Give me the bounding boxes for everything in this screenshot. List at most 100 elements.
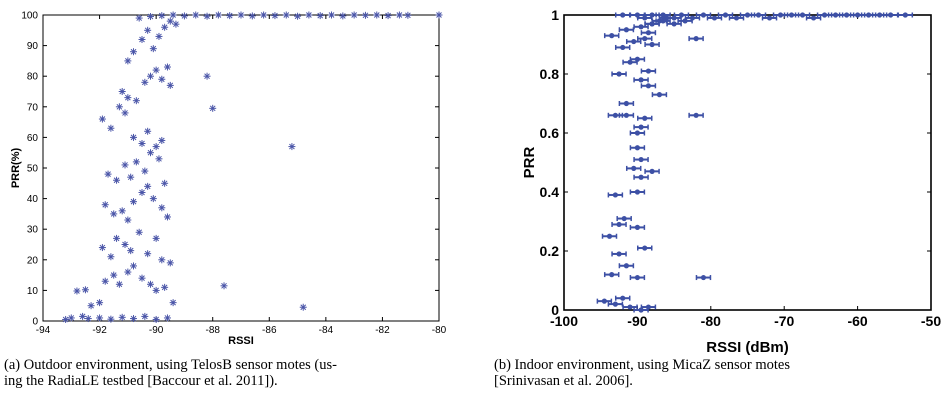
marker-stroke-d2 <box>405 12 411 19</box>
data-point-marker <box>146 149 154 157</box>
data-point-errorbar <box>629 145 646 151</box>
data-point-marker <box>135 14 143 22</box>
data-point-marker <box>158 256 166 264</box>
marker-stroke-d2 <box>99 116 106 122</box>
data-point-dot <box>642 245 648 251</box>
data-point-marker <box>166 17 174 25</box>
marker-stroke-d2 <box>136 15 143 21</box>
data-point-marker <box>141 312 149 320</box>
data-point-marker <box>158 75 166 83</box>
figure-caption-line: ing the RadiaLE testbed [Baccour et al. … <box>4 373 278 389</box>
data-point-marker <box>294 12 302 20</box>
data-point-dot <box>631 38 637 45</box>
x-tick-label: -100 <box>550 313 578 329</box>
data-point-errorbar <box>750 12 767 18</box>
data-point-errorbar <box>644 21 660 27</box>
data-point-marker <box>155 155 163 163</box>
figure-caption-line: [Srinivasan et al. 2006]. <box>494 373 633 389</box>
data-point-dot <box>638 124 644 130</box>
data-point-dot <box>649 168 655 174</box>
marker-stroke-d2 <box>204 13 210 20</box>
data-point-marker <box>124 216 132 224</box>
data-point-dot <box>649 21 655 27</box>
marker-stroke-d2 <box>436 12 442 18</box>
marker-stroke-d2 <box>122 241 128 248</box>
data-point-marker <box>144 182 152 190</box>
data-point-dot <box>634 56 641 62</box>
data-point-marker <box>110 271 118 279</box>
data-point-marker <box>158 204 166 212</box>
y-tick-label: 0.2 <box>540 243 560 259</box>
data-point-errorbar <box>640 68 657 74</box>
marker-stroke-d2 <box>127 247 134 254</box>
data-point-dot <box>642 36 648 42</box>
marker-stroke-d2 <box>156 33 162 40</box>
data-point-errorbar <box>655 18 671 24</box>
marker-stroke-d2 <box>300 304 307 311</box>
marker-stroke-d2 <box>164 214 171 220</box>
data-point-dot <box>609 272 615 278</box>
data-point-marker <box>166 81 174 89</box>
data-point-dot <box>810 15 817 21</box>
marker-stroke-d2 <box>141 313 148 320</box>
data-point-dot <box>616 71 622 77</box>
data-point-dot <box>693 112 699 118</box>
data-point-dot <box>649 12 655 18</box>
marker-stroke-d2 <box>153 67 159 73</box>
data-point-marker <box>138 188 146 196</box>
marker-stroke-d2 <box>116 103 123 110</box>
data-point-dot <box>645 30 652 36</box>
data-point-marker <box>115 103 123 111</box>
x-tick-label: -82 <box>375 325 390 336</box>
marker-stroke-d2 <box>133 97 140 104</box>
data-point-dot <box>642 115 648 121</box>
data-point-dot <box>620 295 626 301</box>
data-point-errorbar <box>625 38 642 45</box>
data-point-errorbar <box>717 12 734 18</box>
marker-stroke-d2 <box>113 235 120 242</box>
marker-stroke-d2 <box>147 73 154 80</box>
x-axis-label: RSSI (dBm) <box>706 339 789 356</box>
data-point-errorbar <box>644 168 660 174</box>
data-point-marker <box>169 299 177 307</box>
y-tick-label: 70 <box>27 102 39 113</box>
data-point-marker <box>118 207 126 215</box>
marker-stroke-d2 <box>167 82 174 89</box>
data-point-errorbar <box>897 12 914 18</box>
data-point-marker <box>67 314 75 322</box>
y-tick-label: 0.4 <box>540 184 560 200</box>
data-point-errorbar <box>688 36 704 42</box>
data-point-marker <box>138 35 146 43</box>
data-point-errorbar <box>601 233 618 239</box>
data-point-marker <box>96 299 104 307</box>
data-point-dot <box>638 77 644 83</box>
data-point-dot <box>634 130 641 136</box>
data-point-marker <box>101 201 109 209</box>
marker-stroke-d2 <box>153 287 159 294</box>
marker-stroke-d2 <box>294 13 301 20</box>
marker-stroke-d2 <box>173 21 179 28</box>
data-point-dot <box>612 192 618 198</box>
data-point-errorbar <box>629 224 646 230</box>
data-point-errorbar <box>728 15 745 21</box>
y-tick-label: 0 <box>551 302 559 318</box>
marker-stroke-d2 <box>122 162 128 168</box>
data-point-marker <box>87 302 95 310</box>
data-point-marker <box>404 11 412 19</box>
data-point-marker <box>163 314 171 322</box>
data-point-dot <box>821 12 828 18</box>
data-point-dot <box>656 92 663 98</box>
marker-stroke-d2 <box>170 12 176 18</box>
data-point-marker <box>141 167 149 175</box>
data-point-errorbar <box>614 12 631 18</box>
data-point-errorbar <box>611 221 627 228</box>
data-point-dot <box>799 12 806 18</box>
figure-caption-line: (b) Indoor environment, using MicaZ sens… <box>494 357 790 373</box>
data-point-marker <box>84 315 92 323</box>
data-point-dot <box>700 12 707 18</box>
marker-stroke-d2 <box>74 288 80 294</box>
data-point-marker <box>121 109 129 117</box>
data-point-errorbar <box>666 21 682 27</box>
marker-stroke-d2 <box>161 284 168 291</box>
marker-stroke-d2 <box>125 269 131 275</box>
